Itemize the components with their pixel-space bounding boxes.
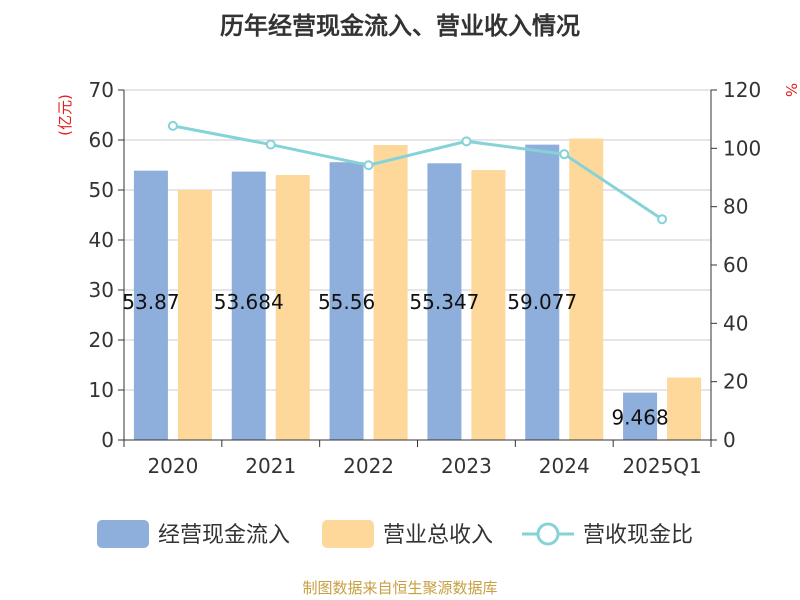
bar-revenue [667, 377, 702, 440]
bar-revenue [177, 190, 212, 440]
left-axis-unit: (亿元) [56, 94, 74, 136]
left-axis-tick-label: 30 [89, 278, 114, 302]
bar-revenue [569, 138, 604, 440]
grid-lines [124, 89, 711, 391]
right-axis-unit: % [782, 83, 800, 97]
right-axis-tick-label: 120 [723, 78, 761, 102]
legend-swatch [97, 520, 149, 548]
ratio-point [167, 120, 178, 131]
legend-label: 营业总收入 [383, 523, 493, 548]
axes: 0 10 20 30 40 50 60 70 0 20 40 60 80 100 120 2020 2021 20… [89, 78, 762, 478]
bar-revenue [471, 170, 506, 440]
x-axis-tick-label: 2022 [343, 454, 394, 478]
legend-swatch [322, 520, 374, 548]
bar-data-label: 59.077 [507, 290, 577, 314]
legend-label: 营收现金比 [583, 523, 693, 548]
left-axis-tick-label: 0 [101, 428, 114, 452]
ratio-point [363, 160, 374, 171]
legend-point-swatch [536, 522, 560, 546]
x-axis-tick-label: 2020 [147, 454, 198, 478]
ratio-point [265, 139, 276, 150]
bar-revenue [275, 175, 310, 440]
right-axis-tick-label: 20 [723, 370, 748, 394]
ratio-point [461, 136, 472, 147]
bar-data-label: 55.347 [409, 290, 479, 314]
bar-cash-inflow [427, 163, 462, 441]
left-axis-tick-label: 40 [89, 228, 114, 252]
x-axis-tick-label: 2025Q1 [622, 454, 701, 478]
right-axis-tick-label: 60 [723, 253, 748, 277]
bar-data-label: 53.684 [214, 290, 284, 314]
right-axis-tick-label: 0 [723, 428, 736, 452]
left-axis-tick-label: 60 [89, 128, 114, 152]
right-axis-tick-label: 80 [723, 195, 748, 219]
left-axis-tick-label: 70 [89, 78, 114, 102]
bars [133, 138, 702, 441]
bar-data-label: 53.87 [122, 290, 179, 314]
ratio-point [559, 149, 570, 160]
source-note: 制图数据来自恒生聚源数据库 [302, 579, 497, 597]
left-axis-tick-label: 10 [89, 378, 114, 402]
x-axis-tick-label: 2021 [245, 454, 296, 478]
bar-data-label: 9.468 [611, 406, 668, 430]
right-axis-tick-label: 40 [723, 311, 748, 335]
bar-revenue [373, 145, 408, 440]
left-axis-tick-label: 20 [89, 328, 114, 352]
bar-cash-inflow [133, 170, 168, 440]
ratio-point [657, 214, 668, 225]
bar-cash-inflow [623, 392, 658, 440]
chart-title: 历年经营现金流入、营业收入情况 [220, 12, 580, 40]
x-axis-tick-label: 2024 [539, 454, 590, 478]
ratio-line [172, 124, 663, 221]
legend-label: 经营现金流入 [158, 523, 290, 548]
data-labels: 53.87 53.684 55.56 55.347 59.077 9.468 [122, 290, 668, 430]
bar-cash-inflow [231, 171, 266, 440]
x-axis-tick-label: 2023 [441, 454, 492, 478]
left-axis-tick-label: 50 [89, 178, 114, 202]
bar-cash-inflow [329, 162, 364, 440]
legend: 经营现金流入 营业总收入 营收现金比 [97, 520, 693, 548]
ratio-line-layer [167, 120, 668, 225]
right-axis-tick-label: 100 [723, 136, 761, 160]
bar-data-label: 55.56 [318, 290, 375, 314]
bar-cash-inflow [525, 144, 560, 440]
